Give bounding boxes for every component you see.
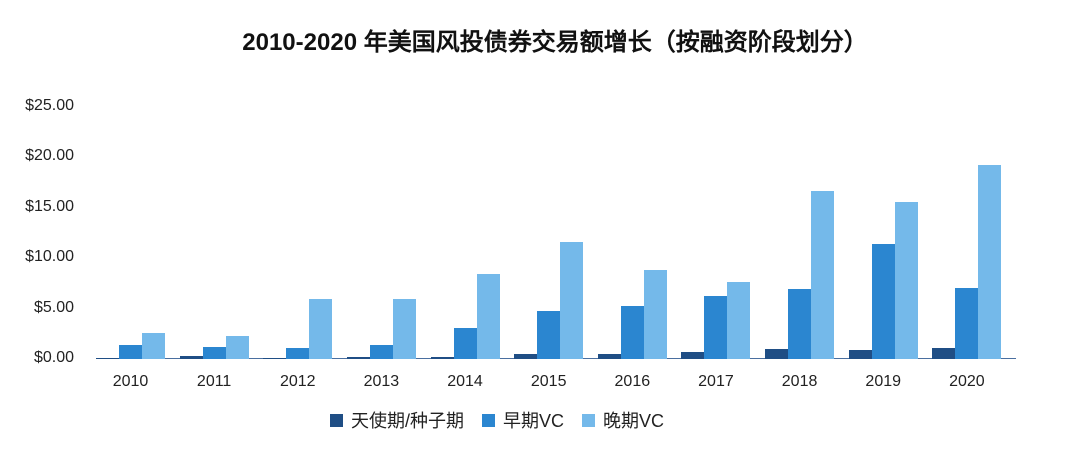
y-tick-label: $15.00 [25, 197, 74, 215]
bar [704, 295, 728, 359]
bar [286, 347, 310, 359]
legend-label: 天使期/种子期 [351, 411, 465, 431]
bar [430, 356, 454, 359]
legend: 天使期/种子期 早期VC 晚期VC [330, 407, 682, 433]
bar [597, 353, 621, 359]
bar-group-2020 [932, 107, 1016, 359]
y-tick-label: $20.00 [25, 147, 74, 165]
legend-swatch-icon [330, 413, 343, 427]
bar [955, 288, 979, 359]
bar [309, 298, 333, 359]
bar [620, 305, 644, 359]
x-tick-label: 2011 [196, 373, 232, 390]
chart-title: 2010-2020 年美国风投债券交易额增长（按融资阶段划分） [242, 29, 868, 56]
bar [225, 335, 249, 359]
x-tick-label: 2012 [279, 373, 316, 390]
bar [514, 353, 538, 359]
x-tick-label: 2017 [698, 373, 734, 390]
x-tick-label: 2010 [112, 373, 149, 390]
bar [142, 332, 165, 359]
bar-group-2013 [346, 107, 431, 359]
bar [765, 348, 789, 359]
legend-item: 早期VC [482, 407, 564, 433]
bar [179, 355, 203, 359]
x-tick-label: 2013 [363, 373, 400, 390]
bar [453, 327, 477, 359]
bar [202, 346, 226, 359]
bar [476, 274, 500, 359]
plot-area [96, 107, 1016, 359]
x-tick-label: 2018 [781, 373, 818, 390]
legend-label: 晚期VC [603, 411, 665, 431]
y-tick-label: $5.00 [33, 298, 74, 316]
bar [788, 289, 812, 359]
bar [727, 282, 751, 359]
bar [369, 344, 393, 359]
bar [560, 242, 584, 359]
bar-group-2012 [263, 107, 347, 359]
x-tick-label: 2020 [949, 373, 985, 390]
bar [263, 358, 287, 359]
bar [811, 190, 835, 359]
bar-group-2014 [430, 107, 515, 359]
y-tick-label: $10.00 [25, 248, 74, 266]
bar-group-2010 [96, 107, 180, 359]
bar [392, 298, 416, 359]
x-tick-label: 2015 [530, 373, 567, 390]
legend-swatch-icon [482, 413, 496, 427]
legend-item: 天使期/种子期 [330, 407, 464, 433]
bar-group-2011 [179, 107, 264, 359]
bar [96, 358, 119, 359]
bar [537, 310, 561, 359]
bar [681, 351, 705, 359]
x-tick-label: 2016 [614, 373, 651, 390]
y-tick-label: $25.00 [25, 97, 74, 114]
bar [848, 349, 872, 359]
x-tick-label: 2014 [447, 373, 483, 390]
legend-item: 晚期VC [582, 407, 664, 433]
bar [119, 344, 142, 359]
legend-label: 早期VC [503, 411, 565, 431]
bar [643, 270, 667, 359]
bar [978, 165, 1002, 359]
bar [346, 356, 370, 359]
y-tick-label: $0.00 [33, 349, 74, 366]
bar-group-2019 [848, 107, 933, 359]
legend-swatch-icon [582, 413, 596, 427]
bar [932, 347, 956, 359]
bar [894, 201, 918, 359]
bar-group-2016 [597, 107, 682, 359]
bar [871, 244, 895, 359]
bar-group-2018 [765, 107, 849, 359]
bar-group-2015 [514, 107, 598, 359]
bar-group-2017 [681, 107, 765, 359]
x-tick-label: 2019 [865, 373, 902, 390]
